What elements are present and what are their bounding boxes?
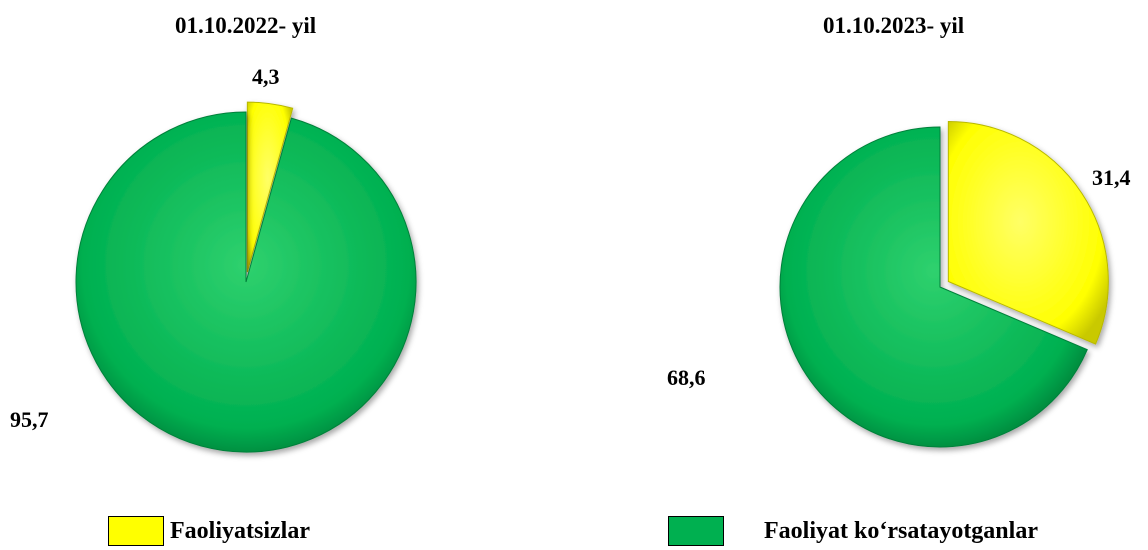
legend-label-active: Faoliyat ko‘rsatayotganlar (764, 517, 1038, 544)
pie-slice-active (75, 111, 417, 453)
pie-slice-inactive (947, 120, 1109, 345)
pie-slice-active (779, 126, 1088, 448)
chart-title-2023: 01.10.2023- yil (823, 13, 965, 38)
pie-2022 (75, 101, 417, 453)
data-label-2022-active: 95,7 (10, 407, 49, 432)
data-label-2023-active: 68,6 (667, 365, 706, 390)
legend-item-active: Faoliyat ko‘rsatayotganlar (668, 516, 1038, 546)
data-label-2022-inactive: 4,3 (252, 64, 280, 89)
legend-swatch-yellow (108, 516, 164, 546)
chart-title-2022: 01.10.2022- yil (175, 13, 317, 38)
pie-2023 (779, 120, 1109, 448)
legend-swatch-green (668, 516, 724, 546)
legend-label-inactive: Faoliyatsizlar (170, 517, 310, 544)
data-label-2023-inactive: 31,4 (1092, 165, 1131, 190)
pie-slice-inactive (246, 101, 294, 273)
legend-item-inactive: Faoliyatsizlar (108, 516, 310, 546)
